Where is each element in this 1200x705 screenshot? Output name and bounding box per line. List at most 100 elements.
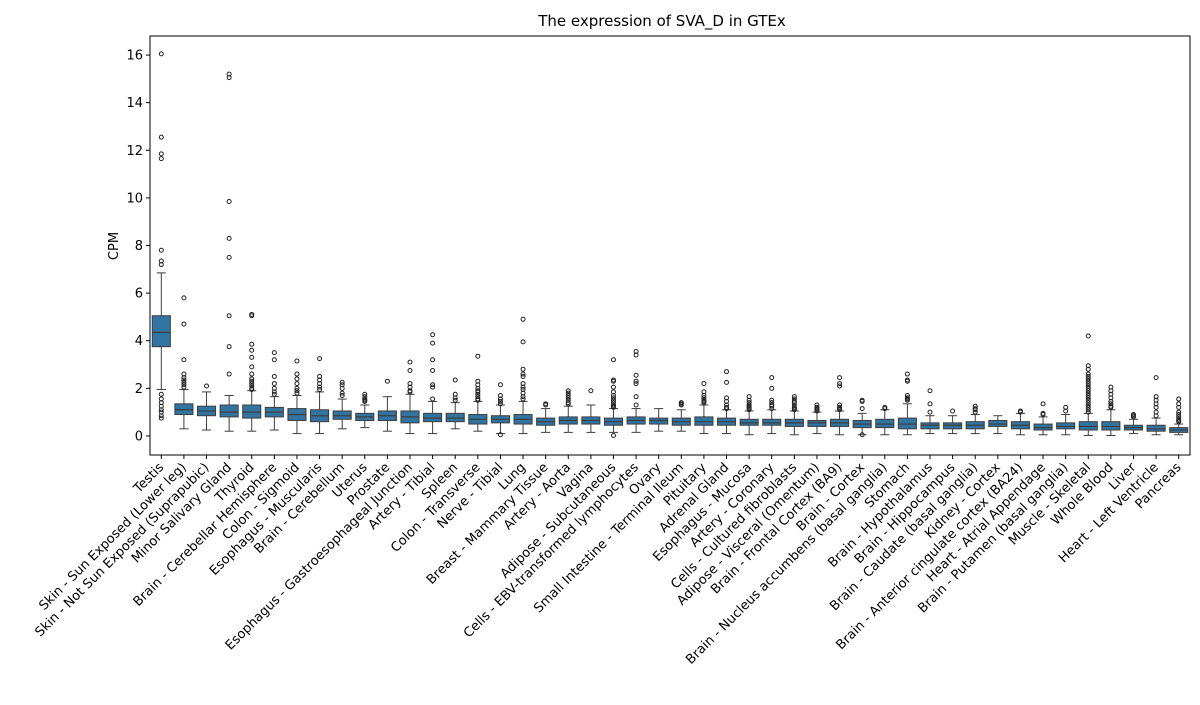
box-iqr bbox=[219, 404, 239, 418]
outlier-point bbox=[181, 375, 187, 381]
outlier-point bbox=[181, 379, 187, 385]
outlier-point bbox=[1085, 395, 1091, 401]
outlier-point bbox=[1085, 388, 1091, 394]
outlier-point bbox=[181, 377, 187, 383]
chart-title: The expression of SVA_D in GTEx bbox=[537, 12, 786, 31]
outlier-point bbox=[452, 395, 458, 401]
outlier-point bbox=[317, 384, 323, 390]
outlier-point bbox=[430, 367, 436, 373]
outlier-point bbox=[475, 389, 481, 395]
outlier-point bbox=[158, 262, 164, 268]
y-tick-label: 12 bbox=[126, 144, 143, 159]
outlier-point bbox=[769, 397, 775, 403]
outlier-point bbox=[1085, 373, 1091, 379]
outlier-point bbox=[769, 375, 775, 381]
outlier-point bbox=[859, 432, 865, 438]
outlier-point bbox=[1153, 375, 1159, 381]
outlier-point bbox=[339, 385, 345, 391]
outlier-point bbox=[520, 339, 526, 345]
outlier-point bbox=[633, 402, 639, 408]
outlier-point bbox=[430, 382, 436, 388]
outlier-point bbox=[927, 388, 933, 394]
outlier-point bbox=[1063, 408, 1069, 414]
outlier-point bbox=[384, 378, 390, 384]
outlier-point bbox=[181, 382, 187, 388]
outlier-point bbox=[1085, 366, 1091, 372]
outlier-point bbox=[294, 390, 300, 396]
outlier-point bbox=[181, 384, 187, 390]
outlier-point bbox=[1085, 404, 1091, 410]
outlier-point bbox=[475, 391, 481, 397]
outlier-point bbox=[1176, 412, 1182, 418]
outlier-point bbox=[1085, 409, 1091, 415]
outlier-point bbox=[226, 254, 232, 260]
y-tick-label: 2 bbox=[135, 382, 143, 397]
outlier-point bbox=[610, 392, 616, 398]
outlier-point bbox=[1040, 401, 1046, 407]
outlier-point bbox=[271, 381, 277, 387]
outlier-point bbox=[271, 350, 277, 356]
outlier-point bbox=[565, 401, 571, 407]
outlier-point bbox=[226, 235, 232, 241]
outlier-point bbox=[791, 407, 797, 413]
outlier-point bbox=[249, 387, 255, 393]
outlier-point bbox=[249, 347, 255, 353]
outlier-point bbox=[497, 382, 503, 388]
outlier-point bbox=[430, 357, 436, 363]
outlier-point bbox=[1130, 414, 1136, 420]
outlier-point bbox=[158, 391, 164, 397]
outlier-point bbox=[181, 357, 187, 363]
outlier-point bbox=[927, 409, 933, 415]
outlier-point bbox=[927, 401, 933, 407]
outlier-point bbox=[520, 373, 526, 379]
y-tick-label: 8 bbox=[135, 239, 143, 254]
outlier-point bbox=[814, 408, 820, 414]
outlier-point bbox=[520, 371, 526, 377]
y-tick-label: 14 bbox=[126, 96, 143, 111]
outlier-point bbox=[701, 381, 707, 387]
outlier-point bbox=[317, 356, 323, 362]
outlier-point bbox=[520, 384, 526, 390]
outlier-point bbox=[407, 367, 413, 373]
outlier-point bbox=[633, 378, 639, 384]
outlier-point bbox=[1108, 398, 1114, 404]
outlier-point bbox=[475, 353, 481, 359]
outlier-point bbox=[497, 432, 503, 438]
y-axis-label: CPM bbox=[107, 232, 122, 260]
outlier-point bbox=[181, 321, 187, 327]
outlier-point bbox=[294, 385, 300, 391]
outlier-point bbox=[678, 402, 684, 408]
outlier-point bbox=[226, 313, 232, 319]
outlier-point bbox=[339, 390, 345, 396]
outlier-point bbox=[249, 381, 255, 387]
outlier-point bbox=[158, 407, 164, 413]
outlier-point bbox=[158, 156, 164, 162]
outlier-point bbox=[430, 340, 436, 346]
outlier-point bbox=[1040, 412, 1046, 418]
outlier-point bbox=[475, 397, 481, 403]
outlier-point bbox=[520, 366, 526, 372]
outlier-point bbox=[1153, 404, 1159, 410]
outlier-point bbox=[271, 373, 277, 379]
y-tick-label: 10 bbox=[126, 191, 143, 206]
outlier-point bbox=[701, 400, 707, 406]
outlier-point bbox=[837, 375, 843, 381]
outlier-point bbox=[859, 406, 865, 412]
outlier-point bbox=[497, 396, 503, 402]
outlier-point bbox=[837, 407, 843, 413]
outlier-point bbox=[1176, 409, 1182, 415]
outlier-point bbox=[294, 381, 300, 387]
y-tick-label: 6 bbox=[135, 287, 143, 302]
outlier-point bbox=[1108, 404, 1114, 410]
outlier-point bbox=[204, 383, 210, 389]
outlier-point bbox=[497, 398, 503, 404]
outlier-point bbox=[294, 376, 300, 382]
outlier-point bbox=[769, 406, 775, 412]
outlier-point bbox=[226, 371, 232, 377]
outlier-point bbox=[610, 432, 616, 438]
outlier-point bbox=[724, 379, 730, 385]
outlier-point bbox=[633, 394, 639, 400]
outlier-point bbox=[294, 371, 300, 377]
